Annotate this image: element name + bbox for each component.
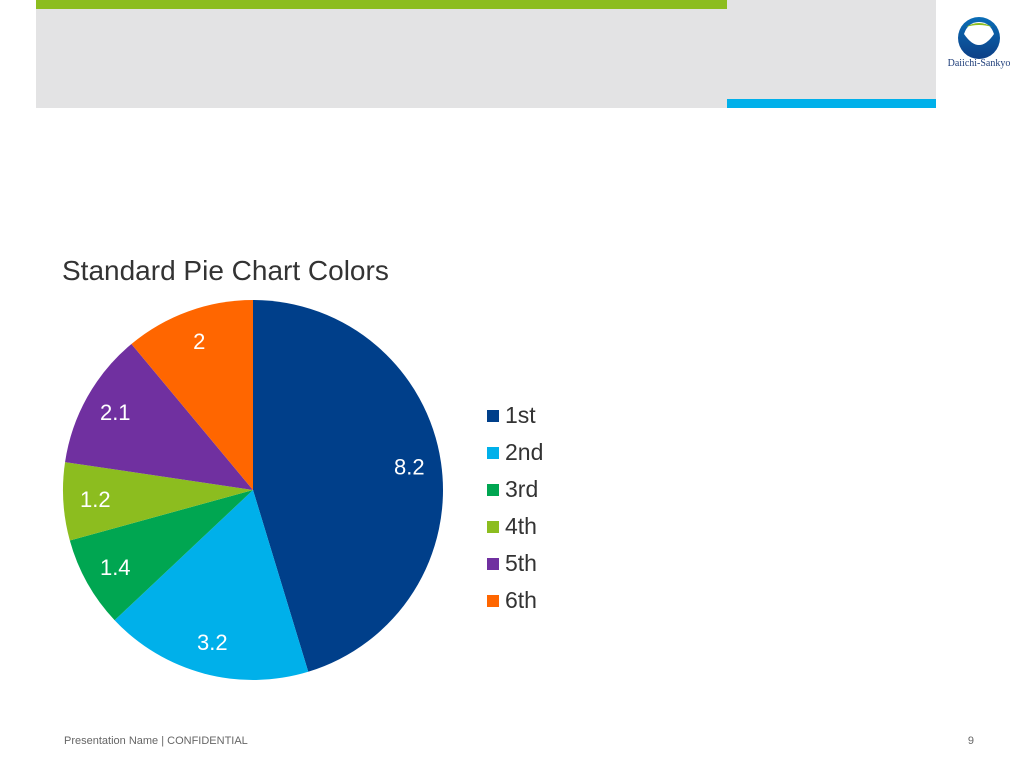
legend-item-5th: 5th: [487, 545, 543, 582]
pie-data-label-1st: 8.2: [394, 454, 425, 479]
header-accent-green-bar: [36, 0, 727, 9]
legend-swatch-5th: [487, 557, 499, 570]
header-accent-blue-bar: [727, 99, 936, 108]
legend-label-1st: 1st: [505, 402, 536, 428]
page-number: 9: [967, 735, 974, 747]
pie-slice-5th: [65, 343, 254, 490]
pie-data-label-5th: 2.1: [100, 400, 131, 425]
pie-slice-6th: [131, 300, 253, 490]
pie-data-label-6th: 2: [193, 329, 205, 354]
pie-data-label-3rd: 1.4: [100, 555, 131, 580]
pie-data-label-2nd: 3.2: [197, 630, 228, 655]
legend-label-6th: 6th: [505, 587, 537, 613]
legend-label-2nd: 2nd: [505, 439, 544, 465]
legend-label-4th: 4th: [505, 513, 537, 539]
legend-swatch-3rd: [487, 483, 499, 496]
legend-label-5th: 5th: [505, 550, 537, 576]
logo-inner-crescent: [964, 22, 994, 45]
pie-slice-3rd: [69, 490, 253, 621]
pie-data-labels: 8.2 3.2 1.4 1.2 2.1 2: [80, 329, 425, 655]
legend-item-2nd: 2nd: [487, 434, 543, 471]
legend-item-3rd: 3rd: [487, 471, 543, 508]
pie-slice-1st: [253, 300, 443, 672]
logo-wordmark: Daiichi-Sankyo: [947, 58, 1011, 69]
pie-slice-4th: [63, 462, 254, 541]
legend-item-4th: 4th: [487, 508, 543, 545]
legend-item-6th: 6th: [487, 582, 543, 619]
legend-swatch-6th: [487, 594, 499, 607]
pie-data-label-4th: 1.2: [80, 487, 111, 512]
legend-label-3rd: 3rd: [505, 476, 539, 502]
legend-swatch-2nd: [487, 446, 499, 459]
pie-slice-2nd: [114, 490, 309, 680]
chart-title: Standard Pie Chart Colors: [62, 255, 389, 286]
chart-legend: 1st 2nd 3rd 4th 5th 6th: [487, 397, 543, 619]
header-band: [36, 0, 936, 108]
footer-text: Presentation Name | CONFIDENTIAL: [64, 735, 248, 747]
pie-slices: [63, 300, 443, 680]
legend-item-1st: 1st: [487, 397, 543, 434]
daiichi-sankyo-logo: [958, 17, 1000, 59]
logo-green-accent: [966, 23, 992, 27]
legend-swatch-1st: [487, 409, 499, 422]
legend-swatch-4th: [487, 520, 499, 533]
